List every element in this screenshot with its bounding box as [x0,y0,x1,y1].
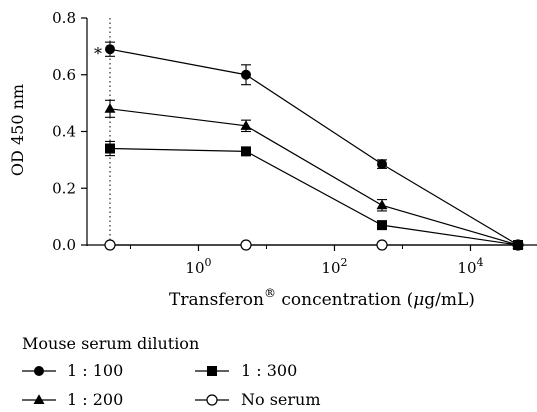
x-axis-label: Transferon® concentration (μg/mL) [169,286,475,310]
series-1-100 [105,41,523,250]
legend-label: 1 : 100 [67,361,123,380]
x-tick-exp: 0 [205,256,212,269]
x-axis-label-mid: concentration ( [276,290,413,310]
legend-item: 1 : 300 [195,361,297,380]
series-line [109,108,519,246]
series-1-200 [104,99,524,249]
legend-marker [206,394,218,406]
data-point [241,69,251,80]
data-point [241,146,251,157]
legend-item: 1 : 200 [22,390,123,409]
data-point [377,220,387,231]
x-tick-exp: 4 [477,256,484,269]
data-point [377,159,387,170]
x-axis-label-end: g/mL) [424,290,475,310]
series-group [104,41,524,251]
legend-title: Mouse serum dilution [22,334,199,353]
x-tick-label: 104 [457,256,483,277]
data-point [240,120,252,130]
data-point [104,103,116,113]
series-no-serum [104,239,524,251]
data-point [104,239,116,251]
data-point [513,240,523,250]
data-point [240,239,252,251]
series-line [109,147,519,246]
y-tick-label: 0.6 [52,66,76,84]
data-point [376,199,388,210]
y-axis-label: OD 450 nm [8,84,27,176]
legend-marker [33,394,45,404]
significance-asterisk: * [94,44,102,63]
data-point [105,143,115,154]
legend-label: 1 : 200 [67,390,123,409]
y-tick-label: 0.0 [52,236,76,254]
legend-label: No serum [241,390,321,409]
x-tick-base: 10 [185,259,204,277]
series-1-300 [105,140,523,250]
legend-label: 1 : 300 [241,361,297,380]
x-tick-label: 102 [321,256,347,277]
legend-marker [34,366,44,376]
x-tick-label: 100 [185,256,211,277]
x-axis-label-mu: μ [413,290,424,310]
y-tick-label: 0.2 [52,179,76,197]
series-line [109,48,519,246]
axes [86,18,537,246]
legend-item: 1 : 100 [22,361,123,380]
data-point [376,239,388,251]
data-point [105,44,115,55]
legend-marker [207,366,217,376]
x-axis-label-main: Transferon [169,290,264,310]
legend-item: No serum [195,390,321,409]
y-tick-label: 0.4 [52,123,76,141]
x-tick-exp: 2 [341,256,348,269]
x-axis-label-sup: ® [264,286,276,300]
x-tick-base: 10 [457,259,476,277]
legend: 1 : 100 1 : 200 1 : 300 No serum [22,361,321,409]
x-tick-base: 10 [321,259,340,277]
y-tick-label: 0.8 [52,9,76,27]
